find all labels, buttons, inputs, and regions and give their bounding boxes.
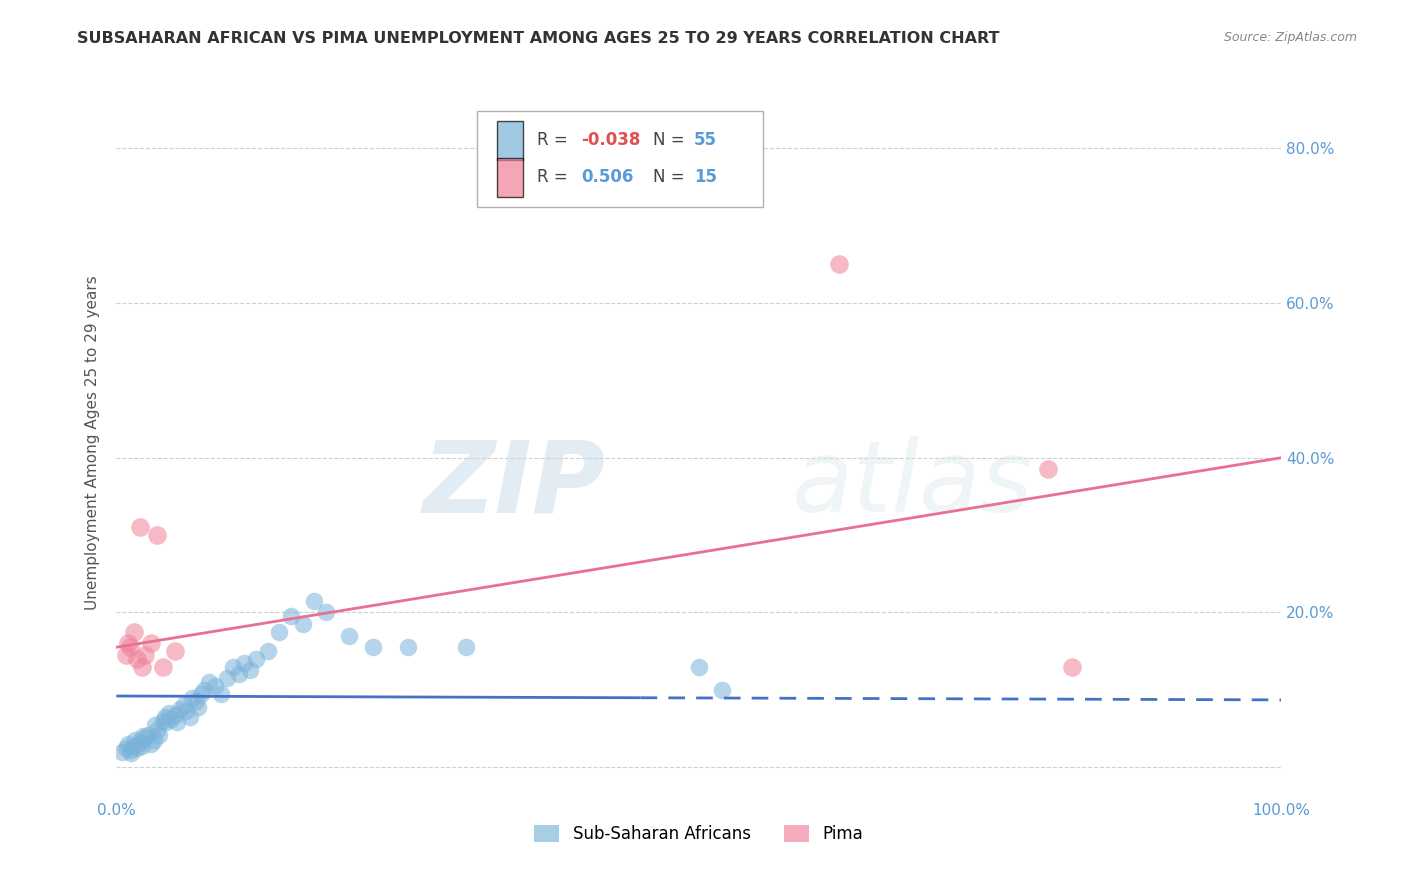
Point bbox=[204, 679, 226, 693]
Point bbox=[160, 712, 183, 726]
Point bbox=[198, 675, 221, 690]
Text: SUBSAHARAN AFRICAN VS PIMA UNEMPLOYMENT AMONG AGES 25 TO 29 YEARS CORRELATION CH: SUBSAHARAN AFRICAN VS PIMA UNEMPLOYMENT … bbox=[77, 31, 1000, 46]
Point bbox=[131, 739, 153, 753]
Point bbox=[114, 740, 136, 755]
Point bbox=[711, 682, 734, 697]
Point bbox=[304, 594, 326, 608]
Text: R =: R = bbox=[537, 168, 572, 186]
Point bbox=[1038, 462, 1060, 476]
Point bbox=[174, 705, 197, 719]
Point bbox=[163, 644, 186, 658]
Point bbox=[142, 733, 165, 747]
Point bbox=[245, 652, 267, 666]
FancyBboxPatch shape bbox=[478, 112, 763, 207]
Point bbox=[122, 624, 145, 639]
Point bbox=[143, 717, 166, 731]
Point bbox=[152, 714, 174, 728]
Point bbox=[193, 682, 215, 697]
Text: atlas: atlas bbox=[792, 436, 1033, 533]
Point bbox=[141, 636, 163, 650]
Point bbox=[454, 640, 477, 655]
Point bbox=[146, 528, 169, 542]
Text: Source: ZipAtlas.com: Source: ZipAtlas.com bbox=[1223, 31, 1357, 45]
Text: -0.038: -0.038 bbox=[581, 131, 641, 149]
Point bbox=[181, 690, 204, 705]
Point bbox=[152, 659, 174, 673]
Point bbox=[148, 728, 170, 742]
Point bbox=[280, 609, 302, 624]
Text: R =: R = bbox=[537, 131, 572, 149]
Point bbox=[163, 707, 186, 722]
Point bbox=[239, 664, 262, 678]
FancyBboxPatch shape bbox=[498, 158, 523, 196]
Point bbox=[209, 687, 232, 701]
Point bbox=[688, 659, 710, 673]
Point bbox=[127, 740, 149, 755]
Point bbox=[117, 737, 139, 751]
Point bbox=[256, 644, 278, 658]
Point bbox=[315, 606, 337, 620]
Text: N =: N = bbox=[654, 168, 690, 186]
Text: 15: 15 bbox=[695, 168, 717, 186]
Point bbox=[120, 746, 142, 760]
Point bbox=[117, 636, 139, 650]
Point bbox=[187, 699, 209, 714]
Point bbox=[132, 729, 155, 743]
Point bbox=[173, 698, 195, 713]
Point bbox=[361, 640, 384, 655]
Text: ZIP: ZIP bbox=[423, 436, 606, 533]
Point bbox=[134, 731, 156, 745]
Text: 55: 55 bbox=[695, 131, 717, 149]
Point bbox=[128, 520, 150, 534]
Text: 0.506: 0.506 bbox=[581, 168, 634, 186]
Point bbox=[111, 745, 134, 759]
Point bbox=[131, 659, 153, 673]
Point bbox=[291, 617, 314, 632]
Point bbox=[114, 648, 136, 662]
Point bbox=[269, 624, 291, 639]
Point bbox=[136, 728, 159, 742]
Point bbox=[120, 640, 142, 655]
Point bbox=[337, 629, 360, 643]
Point bbox=[1060, 659, 1083, 673]
Point bbox=[827, 257, 849, 271]
Point bbox=[157, 706, 180, 720]
Point bbox=[155, 710, 177, 724]
Point bbox=[228, 667, 250, 681]
Point bbox=[184, 694, 207, 708]
FancyBboxPatch shape bbox=[498, 120, 523, 160]
Point bbox=[127, 652, 149, 666]
Point bbox=[141, 737, 163, 751]
Point bbox=[222, 659, 245, 673]
Point bbox=[120, 743, 142, 757]
Point bbox=[215, 671, 238, 685]
Point bbox=[134, 648, 156, 662]
Legend: Sub-Saharan Africans, Pima: Sub-Saharan Africans, Pima bbox=[534, 825, 863, 843]
Point bbox=[233, 656, 256, 670]
Point bbox=[155, 715, 177, 730]
Point bbox=[396, 640, 419, 655]
Point bbox=[169, 702, 191, 716]
Y-axis label: Unemployment Among Ages 25 to 29 years: Unemployment Among Ages 25 to 29 years bbox=[86, 275, 100, 609]
Point bbox=[122, 739, 145, 753]
Point bbox=[124, 733, 146, 747]
Point bbox=[128, 735, 150, 749]
Point bbox=[179, 710, 201, 724]
Point bbox=[146, 723, 169, 737]
Point bbox=[190, 687, 212, 701]
Text: N =: N = bbox=[654, 131, 690, 149]
Point bbox=[166, 715, 188, 730]
